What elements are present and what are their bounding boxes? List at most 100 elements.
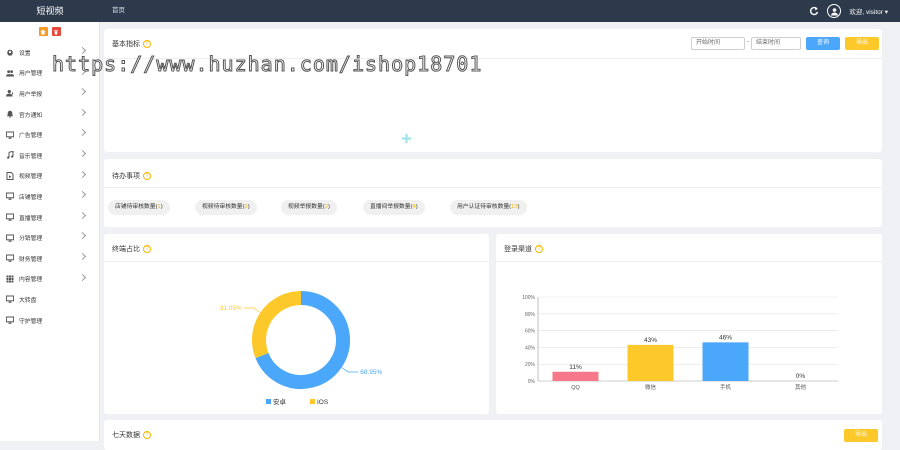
export-button[interactable]: 导出 (845, 37, 879, 50)
todo-label: 视频举报数量( (288, 204, 325, 210)
donut-slice-label: 31.05% (220, 305, 242, 312)
trash-icon (54, 29, 58, 35)
app-title[interactable]: 短视频 (36, 6, 64, 16)
bar-3[interactable] (702, 342, 749, 381)
launches-tile[interactable]: 12 启动次数 (370, 66, 614, 102)
usage-time-value: 0分钟 (838, 71, 869, 85)
sidebar-item-13[interactable]: 大转盘 (0, 289, 99, 310)
sidebar-item-4[interactable]: 官方通知 (0, 104, 99, 125)
delete-shortcut-button[interactable] (51, 27, 61, 36)
grid-icon (6, 275, 14, 283)
chevron-right-icon (78, 191, 87, 199)
bar-value-label: 0% (796, 373, 806, 380)
user-bg-icon (120, 72, 150, 102)
y-tick-label: 20% (525, 362, 536, 368)
sidebar-item-10[interactable]: 分销管理 (0, 227, 99, 248)
end-date-input[interactable]: 结束时间 (751, 37, 801, 50)
active-users-label: 活跃用户 (309, 130, 346, 140)
sidebar-item-label: 直播管理 (19, 215, 43, 222)
todo-live-report[interactable]: 直播间举报数量(4) (363, 200, 425, 215)
sidebar-item-2[interactable]: 用户管理 (0, 63, 99, 84)
sidebar-item-label: 大转盘 (19, 297, 37, 304)
sidebar-item-6[interactable]: 音乐管理 (0, 145, 99, 166)
legend-label[interactable]: 安卓 (273, 397, 287, 406)
chevron-right-icon (78, 252, 87, 260)
help-icon[interactable]: ? (143, 245, 151, 253)
bar-1[interactable] (552, 371, 599, 381)
sidebar-item-11[interactable]: 财务管理 (0, 248, 99, 269)
sidebar-item-14[interactable]: 守护管理 (0, 310, 99, 331)
basic-metrics-card: 基本指标? 开始时间 - 结束时间 查询 导出 3 新增用户 12 启动次数 0… (104, 29, 882, 152)
x-category-label: 微信 (645, 383, 657, 391)
donut-slice-2[interactable] (252, 291, 302, 359)
sidebar-item-1[interactable]: 设置 (0, 42, 99, 63)
monitor-icon (6, 234, 14, 242)
todo-shop-review[interactable]: 店铺待审核数量(1) (108, 200, 170, 215)
donut-slice-label: 68.95% (360, 369, 382, 376)
bar-2[interactable] (627, 344, 674, 381)
x-category-label: QQ (571, 385, 580, 391)
usage-time-tile[interactable]: 0分钟 使用时长 (631, 66, 875, 102)
home-tab[interactable]: 首页 (112, 7, 125, 14)
monitor-icon (6, 131, 14, 139)
donut-leader-line (243, 307, 261, 313)
help-icon[interactable]: ? (143, 431, 151, 439)
sidebar-item-3[interactable]: 用户举报 (0, 83, 99, 104)
welcome-text: 欢迎, visitor (849, 9, 883, 16)
help-icon[interactable]: ? (143, 40, 151, 48)
todo-close: ) (247, 204, 250, 210)
donut-leader-line (341, 367, 359, 373)
todo-count: 2 (244, 204, 248, 210)
todo-count: 2 (324, 204, 328, 210)
monitor-icon (6, 192, 14, 201)
sidebar-item-label: 广告管理 (19, 133, 43, 140)
terminal-share-title: 终端占比? (112, 244, 151, 254)
todo-close: ) (160, 204, 163, 210)
sidebar-item-label: 视频管理 (19, 174, 43, 181)
active-users-tile[interactable]: 8 活跃用户 (108, 108, 352, 144)
divider (104, 58, 882, 59)
avatar[interactable] (827, 4, 842, 18)
sidebar-item-label: 设置 (19, 50, 31, 57)
todo-video-review[interactable]: 视频待审核数量(2) (195, 200, 257, 215)
donut-slice-1[interactable] (255, 291, 350, 389)
video-file-icon (6, 171, 14, 180)
start-date-input[interactable]: 开始时间 (691, 37, 745, 50)
sidebar-item-9[interactable]: 直播管理 (0, 207, 99, 228)
chevron-right-icon (78, 88, 87, 96)
todo-close: ) (517, 204, 520, 210)
legend-swatch[interactable] (310, 399, 315, 404)
legend-label[interactable]: IOS (317, 399, 329, 406)
query-button[interactable]: 查询 (806, 37, 840, 50)
total-registered-tile[interactable]: 1,058 总注册量 (370, 108, 614, 144)
seven-day-title: 七天数据? (112, 430, 151, 440)
sidebar-item-7[interactable]: 视频管理 (0, 166, 99, 187)
sidebar-item-12[interactable]: 内容管理 (0, 269, 99, 290)
legend-swatch[interactable] (266, 399, 271, 404)
divider (104, 261, 489, 262)
welcome-user-menu[interactable]: 欢迎, visitor ▾ (849, 6, 888, 16)
todo-video-report[interactable]: 视频举报数量(2) (281, 200, 337, 215)
launches-value: 12 (594, 69, 608, 83)
todo-user-verify[interactable]: 用户认证待审核数量(13) (450, 200, 527, 215)
y-tick-label: 100% (522, 295, 535, 301)
login-channel-bar-chart: 0% 20% 40% 60% 80% 100% 11% QQ 43% 微信 46% 手机 0% 其他 (522, 295, 838, 391)
refresh-icon[interactable] (809, 6, 819, 16)
help-icon[interactable]: ? (143, 172, 151, 180)
sidebar-item-5[interactable]: 广告管理 (0, 124, 99, 145)
sidebar-quick-buttons (0, 22, 99, 42)
seven-day-title-text: 七天数据 (112, 432, 140, 439)
home-shortcut-button[interactable] (38, 27, 48, 36)
terminal-share-card: 终端占比? 68.95% 31.05% 安卓 IOS (104, 234, 489, 414)
new-users-tile[interactable]: 3 新增用户 (108, 66, 352, 102)
seven-day-export-button[interactable]: 导出 (844, 429, 878, 442)
home-icon (40, 29, 46, 34)
sidebar-item-label: 内容管理 (19, 277, 43, 284)
help-icon[interactable]: ? (535, 245, 543, 253)
bell-icon (6, 110, 14, 118)
chevron-right-icon (78, 273, 87, 281)
todo-title: 待办事项? (112, 171, 151, 181)
sidebar-item-8[interactable]: 店铺管理 (0, 186, 99, 207)
chevron-right-icon (78, 67, 87, 75)
todo-label: 直播间举报数量( (370, 204, 413, 210)
